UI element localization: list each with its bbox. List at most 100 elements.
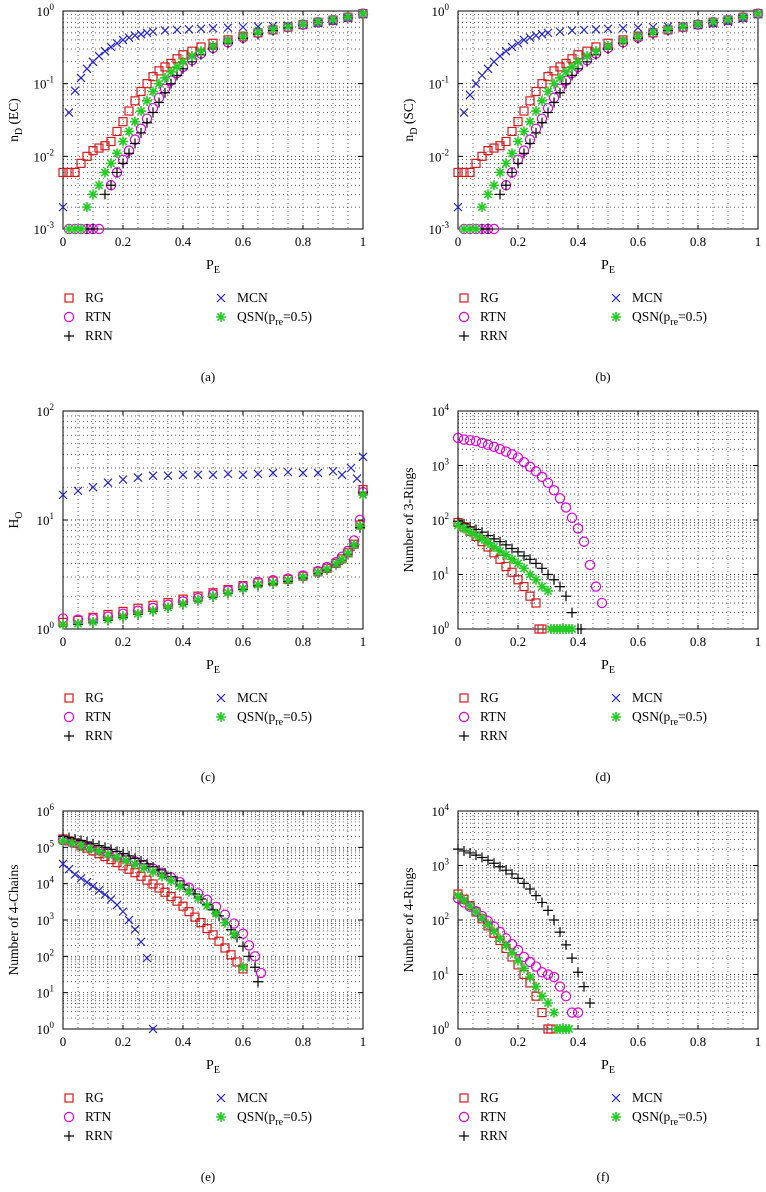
- data-point-rg: [112, 126, 122, 137]
- data-point-qsn: [130, 859, 140, 870]
- data-point-mcn: [100, 890, 110, 900]
- legend-marker-rtn: [458, 311, 470, 323]
- data-point-qsn: [298, 571, 308, 582]
- data-point-qsn: [483, 919, 493, 930]
- data-point-rrn: [507, 868, 517, 879]
- data-point-qsn: [531, 106, 541, 117]
- axes-frame-a: [62, 10, 364, 230]
- data-point-qsn: [202, 900, 212, 911]
- data-point-rg: [531, 598, 541, 608]
- data-point-qsn: [208, 40, 218, 51]
- data-point-qsn: [133, 608, 143, 619]
- data-point-rrn: [471, 850, 481, 861]
- data-point-mcn: [495, 51, 505, 61]
- data-point-rrn: [531, 890, 541, 901]
- y-tick-label: 100: [432, 1020, 450, 1037]
- data-point-qsn: [591, 46, 601, 57]
- data-point-rg: [453, 167, 463, 178]
- chart-panel-c: 0 0.2 0.4 0.6 0.8 1 100 101 102 PE HO RG RTN RRN MCN QS…: [6, 402, 369, 784]
- x-tick-label: 0.8: [690, 1034, 706, 1049]
- data-point-qsn: [121, 855, 131, 866]
- data-point-rrn: [483, 855, 493, 866]
- data-point-rrn: [118, 158, 128, 169]
- data-point-mcn: [112, 38, 122, 48]
- data-point-rrn: [513, 873, 523, 884]
- legend-marker-rg: [459, 293, 469, 303]
- data-point-rtn: [596, 597, 608, 609]
- data-point-mcn: [313, 468, 323, 478]
- y-tick-label: 104: [432, 802, 450, 819]
- y-tick-label: 103: [37, 911, 55, 928]
- data-point-rrn: [525, 554, 535, 565]
- data-point-rtn: [560, 502, 572, 513]
- data-point-qsn: [76, 840, 86, 851]
- data-point-qsn: [283, 21, 293, 32]
- data-point-rg: [507, 126, 517, 137]
- x-tick-label: 1: [755, 234, 762, 249]
- legend-marker-mcn: [611, 1093, 621, 1103]
- data-point-mcn: [253, 469, 263, 479]
- data-point-rtn: [542, 969, 554, 980]
- data-point-qsn: [211, 908, 221, 919]
- data-point-mcn: [208, 23, 218, 33]
- series-rtn-f: [452, 893, 584, 1018]
- data-point-mcn: [223, 23, 233, 33]
- data-point-rtn: [536, 967, 548, 978]
- data-point-mcn: [208, 470, 218, 480]
- legend-c: RG RTN RRN MCN QSN(pre=0.5): [63, 690, 312, 743]
- data-point-mcn: [76, 73, 86, 83]
- data-point-rg: [148, 72, 158, 82]
- data-point-qsn: [723, 14, 733, 25]
- data-point-rrn: [148, 107, 158, 118]
- data-point-rrn: [106, 844, 116, 855]
- y-axis-label: nD (SC): [401, 99, 420, 142]
- data-point-rrn: [567, 607, 577, 618]
- data-point-rrn: [537, 117, 547, 128]
- data-point-mcn: [483, 64, 493, 74]
- legend-marker-rg: [64, 293, 74, 303]
- data-point-rg: [543, 72, 553, 82]
- data-point-qsn: [343, 548, 353, 559]
- data-point-qsn: [531, 981, 541, 992]
- y-tick-label: 101: [37, 511, 55, 528]
- legend-marker-rrn: [64, 331, 74, 341]
- data-point-qsn: [519, 963, 529, 974]
- data-point-qsn: [477, 533, 487, 544]
- data-point-qsn: [157, 871, 167, 882]
- data-point-mcn: [133, 473, 143, 483]
- data-point-qsn: [495, 167, 505, 178]
- series-qsn-c: [58, 489, 368, 630]
- legend-label-mcn: MCN: [632, 690, 663, 705]
- data-point-rg: [220, 943, 230, 953]
- x-tick-label: 0: [60, 634, 67, 649]
- data-point-mcn: [298, 468, 308, 478]
- x-axis-label: PE: [206, 658, 220, 676]
- data-point-mcn: [537, 29, 547, 39]
- data-point-qsn: [229, 929, 239, 940]
- data-point-qsn: [58, 835, 68, 846]
- data-point-qsn: [268, 24, 278, 35]
- x-tick-label: 0.8: [295, 234, 311, 249]
- x-tick-label: 0.2: [115, 1034, 131, 1049]
- data-point-rg: [483, 145, 493, 156]
- data-point-qsn: [328, 14, 338, 25]
- legend-marker-rtn: [63, 311, 75, 323]
- data-point-qsn: [196, 46, 206, 57]
- data-point-mcn: [283, 467, 293, 477]
- data-point-rg: [64, 167, 74, 178]
- y-tick-label: 100: [37, 2, 55, 19]
- data-point-qsn: [543, 86, 553, 97]
- legend-label-rtn: RTN: [85, 709, 111, 724]
- data-point-qsn: [82, 202, 92, 213]
- panel-caption-f: (f): [597, 1169, 610, 1184]
- data-point-qsn: [187, 51, 197, 62]
- data-point-rtn: [243, 940, 255, 951]
- y-axis-label: HO: [6, 512, 25, 529]
- data-point-mcn: [94, 51, 104, 61]
- y-tick-label: 106: [37, 802, 55, 819]
- x-axis-label: PE: [206, 1058, 220, 1076]
- x-axis-label: PE: [601, 258, 615, 276]
- data-point-rrn: [513, 546, 523, 557]
- data-point-qsn: [163, 602, 173, 613]
- data-point-qsn: [603, 40, 613, 51]
